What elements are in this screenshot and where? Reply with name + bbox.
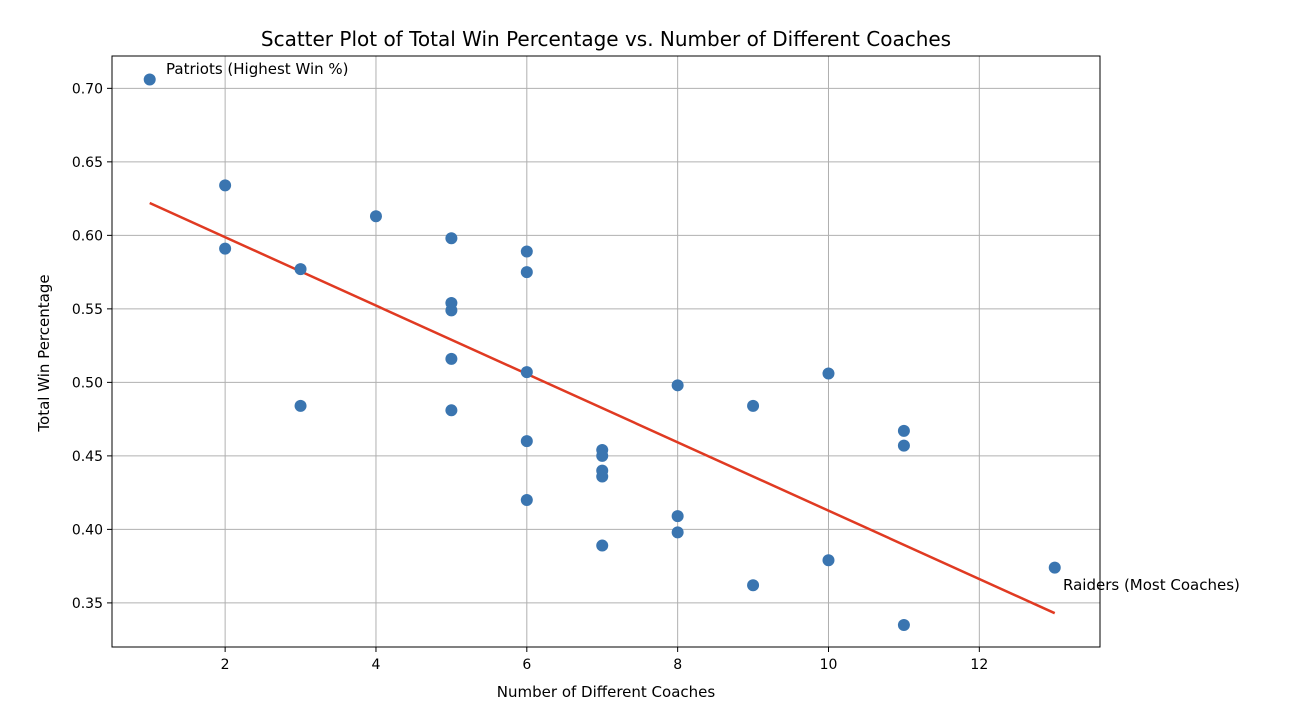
x-tick-label: 4 [372,657,381,673]
data-point [369,210,382,223]
data-point [897,424,910,437]
data-point [445,352,458,365]
data-point [747,579,760,592]
y-axis-label: Total Win Percentage [35,274,53,432]
trend-line [149,201,1056,615]
data-point [671,526,684,539]
data-point [897,618,910,631]
data-point [445,304,458,317]
data-point [520,493,533,506]
x-tick-label: 10 [820,657,838,673]
chart-title: Scatter Plot of Total Win Percentage vs.… [261,27,951,51]
data-point [671,510,684,523]
data-point [596,470,609,483]
data-point [671,379,684,392]
data-point [219,179,232,192]
data-point [520,266,533,279]
y-tick-label: 0.55 [72,302,103,318]
data-point [445,232,458,245]
data-point [596,449,609,462]
annotation-raiders: Raiders (Most Coaches) [1063,576,1240,594]
data-point [822,554,835,567]
data-point [520,435,533,448]
y-tick-label: 0.65 [72,155,103,171]
data-point [897,439,910,452]
x-axis-label: Number of Different Coaches [497,683,716,701]
y-tick-label: 0.60 [72,228,103,244]
data-point [1048,561,1061,574]
axis-ticks: 2 4 6 8 10 12 0.35 0.40 0.45 0.50 0.55 0.60 0.65 0.70 [72,81,988,673]
x-tick-label: 12 [970,657,988,673]
y-tick-label: 0.70 [72,81,103,97]
data-point [822,367,835,380]
y-tick-label: 0.35 [72,596,103,612]
x-tick-label: 2 [221,657,230,673]
grid [112,56,1100,647]
x-tick-label: 6 [522,657,531,673]
data-point [219,242,232,255]
data-point [294,263,307,276]
data-point [143,73,156,86]
data-point [747,399,760,412]
data-point [520,245,533,258]
data-points [143,73,1061,631]
y-tick-label: 0.50 [72,375,103,391]
data-point [445,404,458,417]
plot-frame [111,55,1101,648]
data-point [520,366,533,379]
y-tick-label: 0.45 [72,449,103,465]
data-point [596,539,609,552]
data-point [294,399,307,412]
y-tick-label: 0.40 [72,522,103,538]
x-tick-label: 8 [673,657,682,673]
annotation-patriots: Patriots (Highest Win %) [166,60,349,78]
